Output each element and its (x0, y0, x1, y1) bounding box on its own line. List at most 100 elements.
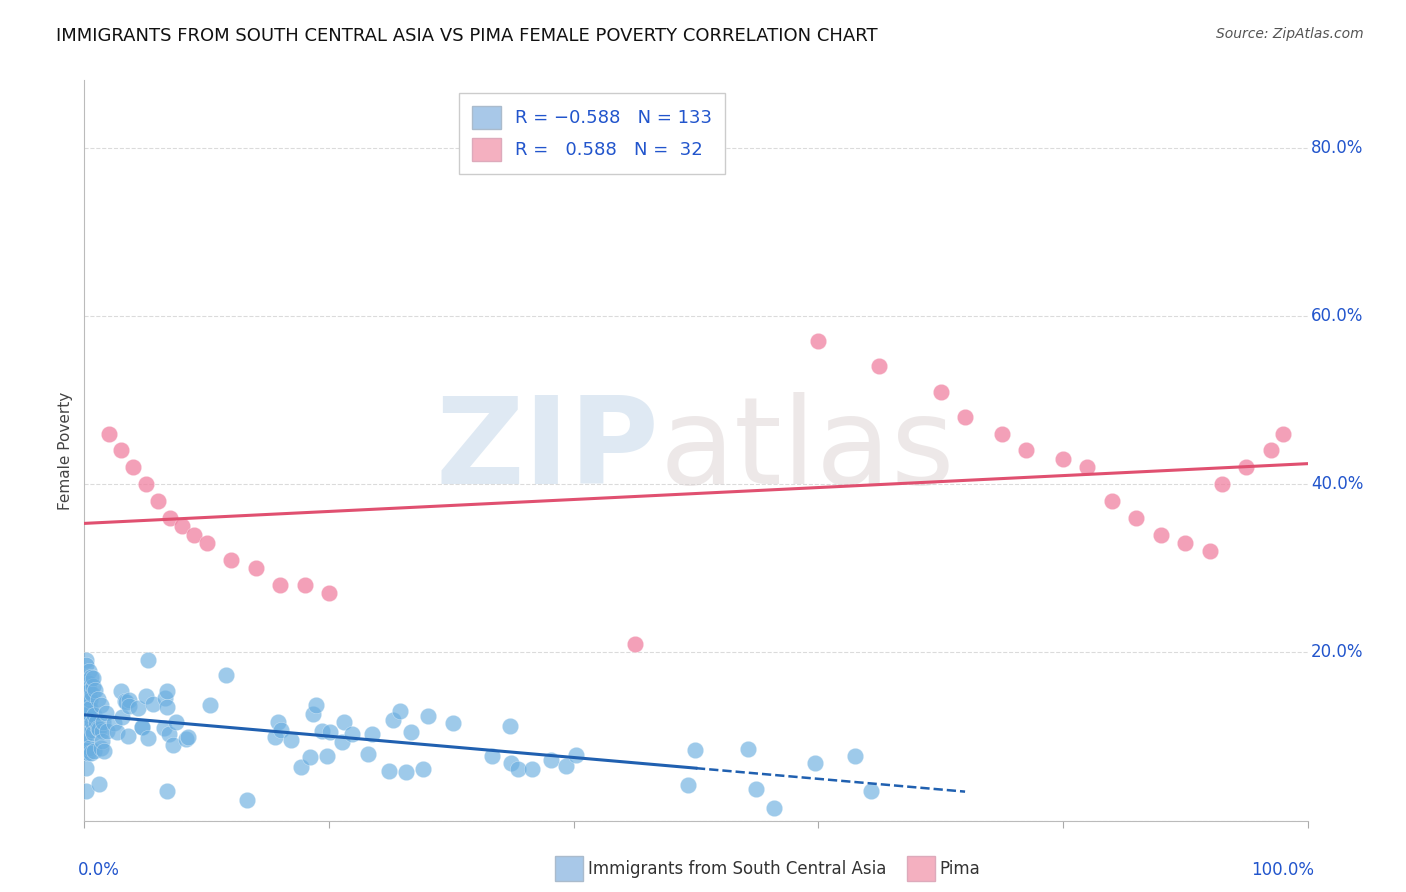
Point (90, 741, 112, 756)
Point (75, 683, 97, 698)
Point (1150, 527, 1173, 541)
Point (83, 744, 105, 758)
Point (75, 699, 97, 714)
Point (481, 749, 503, 764)
Point (991, 426, 1014, 441)
Point (80, 687, 103, 701)
Point (156, 684, 179, 698)
Point (330, 735, 353, 749)
Point (136, 731, 159, 746)
Point (360, 727, 382, 741)
Point (75, 673, 97, 688)
Point (91, 734, 114, 748)
Point (869, 359, 891, 374)
Point (340, 726, 363, 740)
Text: atlas: atlas (659, 392, 955, 509)
Point (75, 728, 97, 742)
Point (75, 745, 97, 759)
Point (177, 731, 200, 745)
Text: Source: ZipAtlas.com: Source: ZipAtlas.com (1216, 27, 1364, 41)
Point (395, 765, 418, 780)
Point (75, 712, 97, 726)
Point (136, 653, 159, 667)
Point (80, 723, 103, 737)
Point (1052, 451, 1074, 466)
Point (953, 409, 976, 424)
Point (318, 586, 340, 600)
Point (97, 426, 120, 441)
Point (75, 700, 97, 714)
Point (79, 741, 101, 756)
Point (1211, 477, 1233, 491)
Point (235, 792, 257, 806)
Point (75, 734, 97, 748)
Point (565, 747, 588, 762)
Point (75, 690, 97, 704)
Point (311, 724, 333, 739)
Point (131, 720, 153, 734)
Point (135, 477, 157, 491)
Point (195, 536, 218, 550)
Point (157, 727, 180, 741)
Text: 20.0%: 20.0% (1312, 643, 1364, 661)
Point (77, 676, 100, 690)
Text: 60.0%: 60.0% (1312, 307, 1364, 325)
Point (381, 713, 404, 727)
Point (105, 725, 128, 739)
Point (75, 680, 97, 694)
Point (1101, 494, 1123, 508)
Point (183, 527, 205, 541)
Point (77, 703, 100, 717)
Text: Pima: Pima (939, 860, 980, 878)
Point (86, 714, 108, 729)
Point (135, 690, 157, 704)
Point (75, 741, 97, 756)
Point (555, 759, 578, 773)
Point (75, 743, 97, 757)
Point (745, 781, 768, 796)
Point (142, 697, 165, 711)
Point (75, 652, 97, 666)
Point (165, 715, 187, 730)
Point (263, 731, 285, 745)
Point (198, 698, 221, 713)
Point (75, 706, 97, 720)
Point (305, 698, 328, 713)
Point (416, 709, 439, 723)
Point (294, 578, 316, 592)
Point (763, 801, 786, 815)
Point (859, 784, 882, 798)
Text: 80.0%: 80.0% (1312, 138, 1364, 157)
Text: 0.0%: 0.0% (79, 862, 120, 880)
Point (357, 747, 380, 762)
Legend: R = −0.588   N = 133, R =   0.588   N =  32: R = −0.588 N = 133, R = 0.588 N = 32 (460, 93, 725, 174)
Point (624, 637, 647, 651)
Point (90, 698, 112, 712)
Point (110, 443, 132, 458)
Point (159, 510, 181, 524)
Point (75, 708, 97, 723)
Point (75, 783, 97, 797)
Point (156, 784, 179, 798)
Point (215, 668, 238, 682)
Point (75, 690, 97, 705)
Point (79, 700, 101, 714)
Point (929, 384, 952, 399)
Point (807, 334, 830, 348)
Point (146, 494, 169, 508)
Point (117, 729, 139, 743)
Point (76, 746, 98, 760)
Point (75, 707, 97, 722)
Point (1198, 544, 1220, 558)
Point (75, 704, 97, 718)
Point (76, 711, 98, 725)
Point (77, 691, 100, 706)
Point (302, 707, 325, 722)
Point (316, 749, 339, 764)
Point (83, 708, 105, 723)
Point (79, 693, 101, 707)
Point (683, 743, 706, 757)
Point (298, 750, 321, 764)
Point (540, 753, 562, 767)
Point (79, 746, 101, 760)
